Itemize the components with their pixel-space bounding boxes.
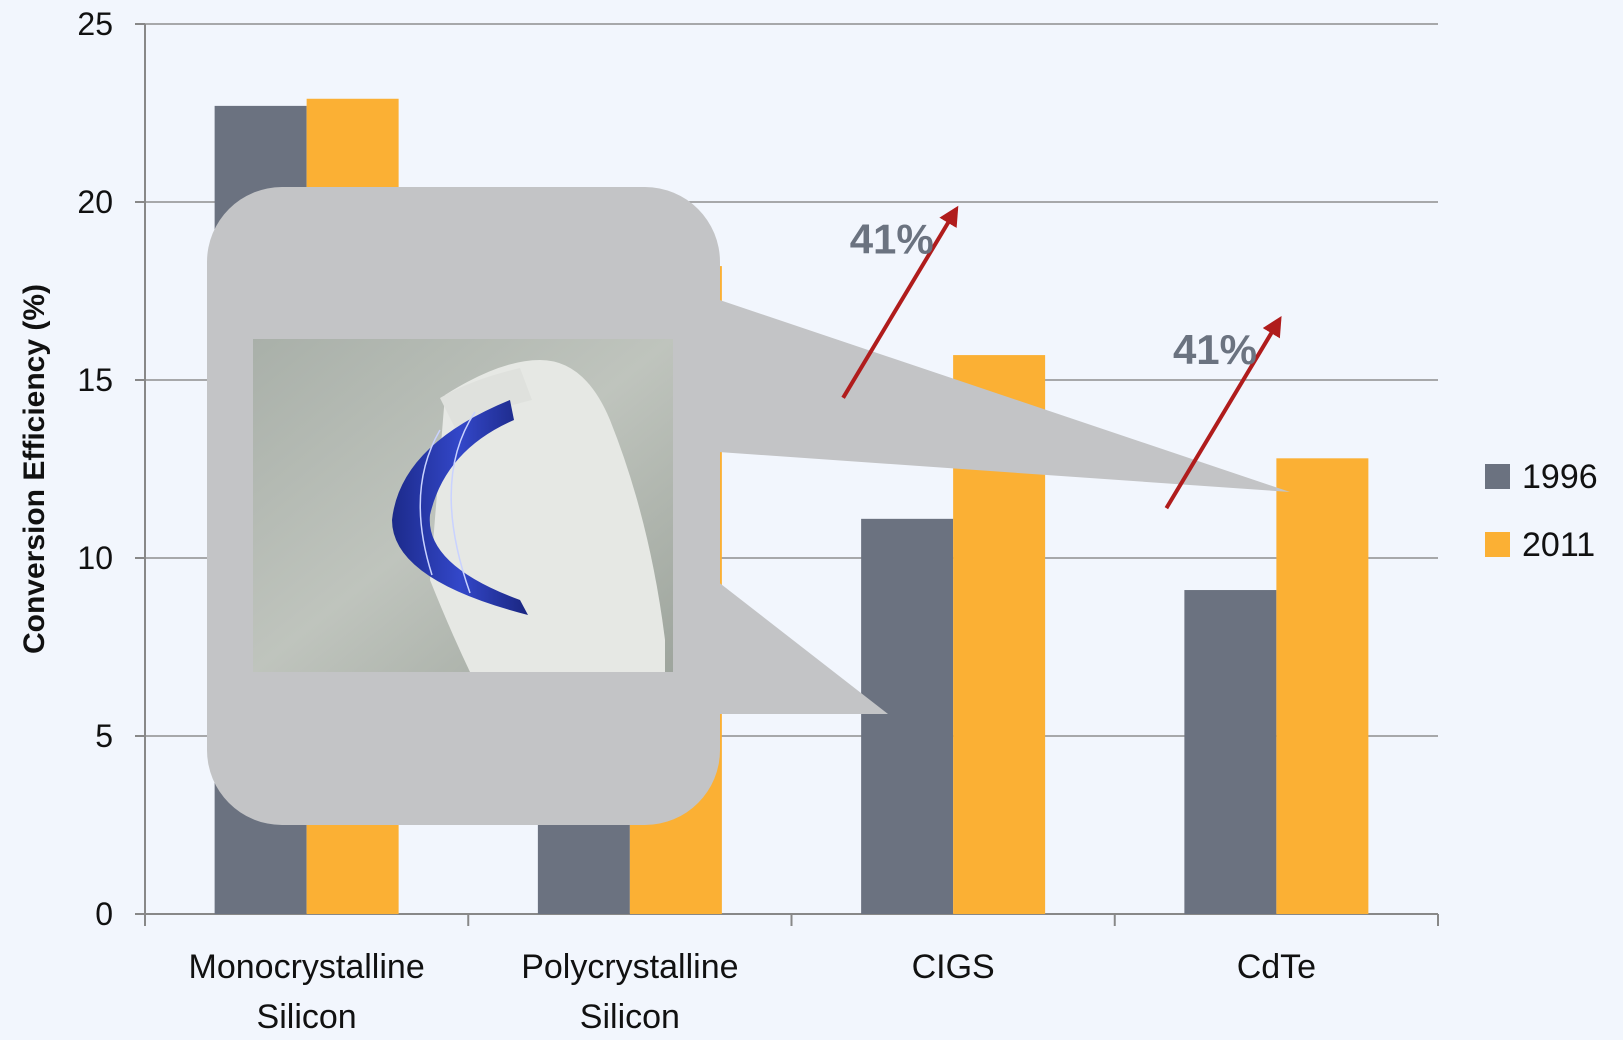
x-tick-label: CIGS: [912, 948, 995, 986]
bar-1996-3: [1184, 590, 1277, 914]
trend-arrow-icon: [1164, 316, 1282, 510]
legend-swatch-2011: [1485, 532, 1510, 557]
x-tick-label-line: CIGS: [912, 948, 995, 986]
x-tick-label: CdTe: [1237, 948, 1316, 986]
bar-2011-3: [1276, 458, 1369, 914]
x-tick-label-line: Monocrystalline: [189, 948, 425, 986]
y-tick-label: 20: [77, 184, 113, 220]
trend-arrow-icon: [841, 205, 959, 399]
annotation-label: 41%: [850, 215, 934, 262]
flexible-solar-cell-photo: [253, 339, 673, 672]
x-tick-label: Polycrystalline Silicon: [521, 948, 738, 1036]
y-axis-title: Conversion Efficiency (%): [18, 284, 51, 654]
annotation-label: 41%: [1173, 326, 1257, 373]
x-tick-label-line: CdTe: [1237, 948, 1316, 986]
busbar-line-icon: [450, 411, 476, 594]
y-tick-label: 10: [77, 540, 113, 576]
y-tick-label: 15: [77, 362, 113, 398]
callout-overlay: [207, 187, 1290, 825]
glove-finger-icon: [440, 368, 532, 428]
x-tick-label-line: Silicon: [580, 998, 680, 1036]
legend-swatch-1996: [1485, 464, 1510, 489]
legend-label: 2011: [1522, 526, 1595, 564]
busbar-line-icon: [419, 429, 441, 576]
axes: 0 5 10 15 20 25 Conversion Efficiency (%) Monoc…: [18, 6, 1439, 1036]
y-tick-label: 5: [95, 718, 113, 754]
y-tick-label: 0: [95, 896, 113, 932]
legend-label: 1996: [1522, 458, 1598, 496]
x-tick-label-line: Silicon: [257, 998, 357, 1036]
x-tick-label-line: Polycrystalline: [521, 948, 738, 986]
bar-1996-2: [861, 518, 954, 914]
solar-cell-icon: [392, 400, 528, 615]
legend: 1996 2011: [1485, 458, 1598, 564]
callout-pointer-lower: [690, 560, 888, 714]
annotations: 41% 41%: [841, 205, 1282, 510]
x-tick-label: Monocrystalline Silicon: [189, 948, 425, 1036]
callout-pointer-upper: [690, 290, 1290, 492]
y-tick-label: 25: [77, 6, 113, 42]
